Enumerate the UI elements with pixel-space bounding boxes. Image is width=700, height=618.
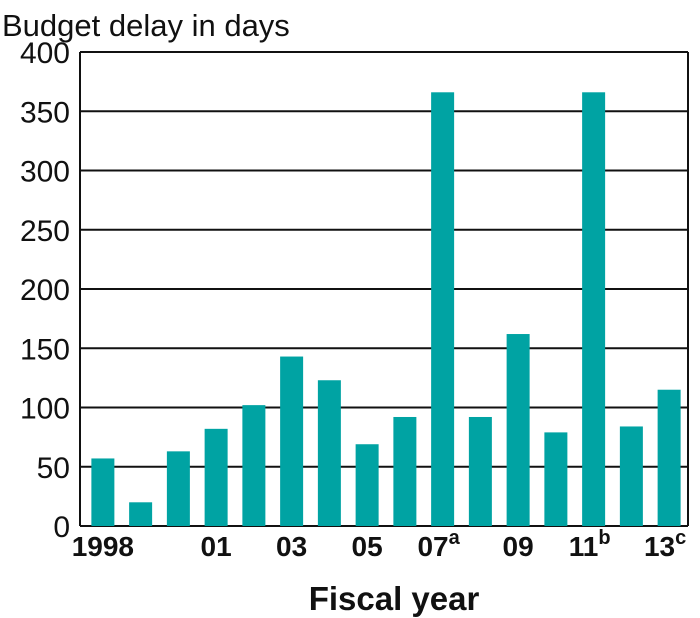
- x-tick-text: 09: [503, 531, 534, 562]
- x-tick-text: 13: [644, 531, 675, 562]
- bar-2009: [506, 334, 530, 526]
- x-tick-label: 01: [201, 531, 232, 562]
- bar-2002: [242, 405, 266, 526]
- x-axis-label: Fiscal year: [309, 580, 480, 617]
- x-tick-text: 01: [201, 531, 232, 562]
- x-tick-text: 07: [417, 531, 448, 562]
- y-tick-label: 100: [20, 393, 70, 426]
- bar-2001: [204, 428, 228, 526]
- x-tick-label: 03: [276, 531, 307, 562]
- bar-2010: [544, 432, 568, 526]
- y-tick-label: 400: [20, 37, 70, 70]
- bar-2008: [468, 416, 492, 526]
- bar-2007: [431, 92, 455, 526]
- bar-1998: [91, 458, 115, 526]
- x-tick-label: 1998: [72, 531, 134, 562]
- bar-2006: [393, 416, 417, 526]
- bar-2013: [657, 389, 681, 526]
- x-tick-label: 07a: [417, 527, 460, 562]
- y-tick-label: 250: [20, 215, 70, 248]
- bar-2003: [280, 356, 304, 526]
- bar-2005: [355, 444, 379, 526]
- x-tick-label: 13c: [644, 527, 686, 562]
- x-tick-text: 11: [569, 531, 599, 562]
- bar-2011: [582, 92, 606, 526]
- y-tick-label: 300: [20, 156, 70, 189]
- bar-2004: [317, 380, 341, 526]
- chart-title: Budget delay in days: [2, 8, 290, 43]
- x-tick-label: 05: [352, 531, 383, 562]
- x-tick-footnote: b: [598, 527, 610, 549]
- bar-1999: [129, 502, 153, 526]
- x-tick-text: 05: [352, 531, 383, 562]
- y-tick-label: 200: [20, 274, 70, 307]
- y-tick-label: 0: [53, 511, 70, 544]
- y-tick-label: 350: [20, 96, 70, 129]
- bar-2000: [166, 451, 190, 526]
- x-tick-footnote: a: [449, 527, 461, 549]
- x-tick-text: 1998: [72, 531, 134, 562]
- x-tick-label: 11b: [569, 527, 611, 562]
- y-tick-label: 50: [37, 452, 70, 485]
- y-tick-label: 150: [20, 333, 70, 366]
- x-tick-label: 09: [503, 531, 534, 562]
- bar-2012: [619, 426, 643, 526]
- x-tick-footnote: c: [675, 527, 686, 549]
- x-tick-text: 03: [276, 531, 307, 562]
